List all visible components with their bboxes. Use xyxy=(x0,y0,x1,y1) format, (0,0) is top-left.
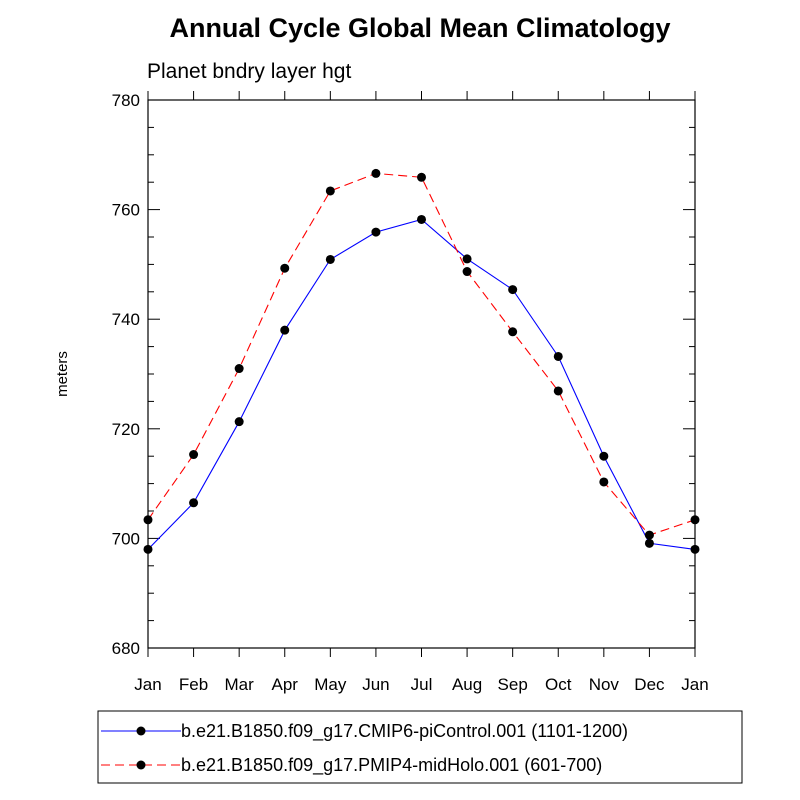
y-tick-label: 780 xyxy=(112,91,140,110)
series-layer xyxy=(143,168,700,554)
data-point xyxy=(462,267,472,277)
y-tick-label: 720 xyxy=(112,420,140,439)
data-point xyxy=(234,364,244,374)
data-point xyxy=(417,172,426,182)
y-axis-label: meters xyxy=(54,351,71,397)
data-point xyxy=(189,450,199,460)
x-tick-label: Jul xyxy=(411,675,433,694)
data-point xyxy=(143,515,153,525)
legend-label-0: b.e21.B1850.f09_g17.CMIP6-piControl.001 … xyxy=(181,721,628,742)
data-point xyxy=(644,538,654,548)
x-tick-label: May xyxy=(314,675,347,694)
data-point xyxy=(644,530,654,540)
data-point xyxy=(599,451,609,461)
legend: b.e21.B1850.f09_g17.CMIP6-piControl.001 … xyxy=(97,710,743,784)
x-tick-label: Nov xyxy=(589,675,620,694)
data-point xyxy=(371,227,381,237)
y-tick-label: 700 xyxy=(112,529,140,548)
data-point xyxy=(462,254,472,264)
x-tick-label: Oct xyxy=(545,675,572,694)
x-tick-label: Aug xyxy=(452,675,482,694)
x-tick-label: Dec xyxy=(634,675,665,694)
data-point xyxy=(508,327,518,337)
data-point xyxy=(234,417,244,427)
x-tick-label: Sep xyxy=(498,675,528,694)
data-point xyxy=(690,515,700,525)
chart-subtitle: Planet bndry layer hgt xyxy=(147,60,351,83)
data-point xyxy=(280,263,290,273)
data-point xyxy=(325,254,335,264)
data-point xyxy=(553,386,563,396)
x-tick-label: Jun xyxy=(362,675,389,694)
x-tick-label: Apr xyxy=(272,675,299,694)
series-line-1 xyxy=(147,172,696,536)
axes: 680 700 720 740 760 780 Jan Feb Mar Apr May Jun Jul A… xyxy=(112,91,709,694)
data-point xyxy=(280,325,290,335)
y-tick-label: 760 xyxy=(112,201,140,220)
x-tick-label: Mar xyxy=(225,675,255,694)
plot-frame xyxy=(147,99,696,649)
data-point xyxy=(371,168,381,178)
data-point xyxy=(417,214,426,224)
data-point xyxy=(599,477,609,487)
data-point xyxy=(553,351,563,361)
data-point xyxy=(325,186,335,196)
series-line-0 xyxy=(147,218,696,550)
x-tick-label: Jan xyxy=(134,675,161,694)
legend-marker-1 xyxy=(136,760,146,770)
y-tick-label: 680 xyxy=(112,639,140,658)
legend-label-1: b.e21.B1850.f09_g17.PMIP4-midHolo.001 (6… xyxy=(181,755,602,776)
legend-box xyxy=(97,710,743,784)
y-tick-label: 740 xyxy=(112,310,140,329)
chart-title: Annual Cycle Global Mean Climatology xyxy=(169,13,670,43)
data-point xyxy=(508,285,518,295)
data-point xyxy=(189,498,199,508)
data-point xyxy=(690,544,700,554)
data-point xyxy=(143,544,153,554)
legend-marker-0 xyxy=(136,726,146,736)
x-tick-label: Jan xyxy=(681,675,708,694)
x-tick-label: Feb xyxy=(179,675,208,694)
